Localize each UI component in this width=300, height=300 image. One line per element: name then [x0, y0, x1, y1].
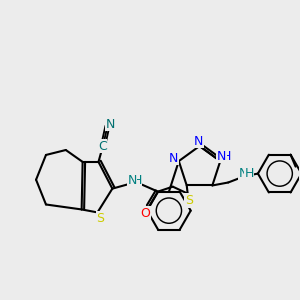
- Text: S: S: [184, 194, 193, 207]
- Text: S: S: [97, 212, 104, 225]
- Text: N: N: [106, 118, 115, 131]
- Text: N: N: [238, 167, 248, 180]
- Text: N: N: [169, 152, 178, 165]
- Text: N: N: [194, 135, 203, 148]
- Text: O: O: [140, 207, 150, 220]
- Text: H: H: [132, 174, 142, 187]
- Text: C: C: [98, 140, 107, 152]
- Text: H: H: [221, 150, 231, 163]
- Text: H: H: [244, 167, 254, 180]
- Text: N: N: [217, 150, 226, 163]
- Text: N: N: [128, 174, 137, 187]
